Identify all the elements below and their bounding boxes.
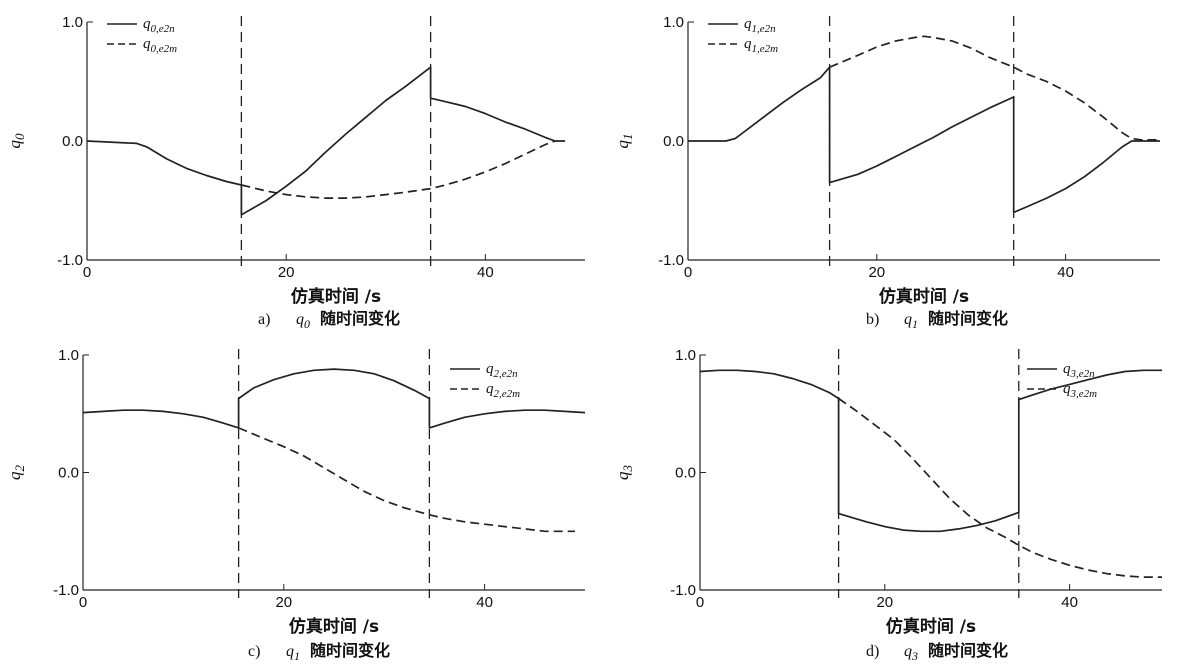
x-tick-label: 0 [79, 594, 87, 611]
y-tick-label: 1.0 [62, 14, 83, 31]
y-tick-label: 0.0 [663, 133, 684, 150]
x-axis-label: 仿真时间 /s [886, 616, 976, 637]
chart-q0: 1.0 0.0 -1.00 20 40 q0 仿真时间 /s a) q0 随时间变化 q0,e2nq… [5, 14, 585, 331]
chart-panel-a: 1.0 0.0 -1.0 0 20 40 q0 仿真时间 /s a) q0 随时间变化 q0,e2n q… [0, 0, 600, 334]
x-axis-label: 仿真时间 /s [289, 616, 379, 637]
x-tick-label: 0 [696, 594, 704, 611]
x-tick-label: 40 [1061, 594, 1078, 611]
figure-caption: b) q1 随时间变化 [866, 309, 1008, 331]
series-line-q1-e2n [688, 66, 1160, 214]
legend-label: q3,e2m [1063, 381, 1097, 400]
y-tick-label: 1.0 [663, 14, 684, 31]
caption-variable: q1 [904, 311, 918, 331]
x-tick-label: 0 [83, 264, 91, 281]
chart-q3: 1.0 0.0 -1.00 20 40 q3 仿真时间 /s d) q3 随时间变化 q3,e2nq… [613, 347, 1162, 663]
legend-label: q2,e2m [486, 381, 520, 400]
y-tick-label: -1.0 [53, 582, 79, 599]
caption-letter: b) [866, 311, 879, 328]
series-line-q0-e2m [241, 140, 556, 199]
caption-variable: q3 [904, 643, 918, 663]
caption-variable: q1 [286, 643, 300, 663]
x-tick-label: 40 [477, 264, 494, 281]
x-tick-label: 40 [476, 594, 493, 611]
caption-text: 随时间变化 [928, 309, 1008, 328]
chart-q2: 1.0 0.0 -1.00 20 40 q2 仿真时间 /s c) q1 随时间变化 q2,e2nq… [5, 347, 586, 663]
y-tick-label: -1.0 [670, 582, 696, 599]
legend-label: q0,e2n [143, 16, 175, 35]
legend-label: q0,e2m [143, 36, 177, 55]
y-tick-label: 0.0 [58, 465, 79, 482]
y-tick-label: -1.0 [658, 252, 684, 269]
chart-panel-d: 1.0 0.0 -1.0 0 20 40 q3 仿真时间 /s d) q3 随时间变化 q3,e2n q… [600, 334, 1200, 668]
x-tick-label: 20 [278, 264, 295, 281]
caption-text: 随时间变化 [310, 641, 390, 660]
caption-text: 随时间变化 [320, 309, 400, 328]
series-line-q1-e2m [829, 35, 1160, 141]
series-line-q3-e2n [699, 369, 1162, 533]
figure-caption: d) q3 随时间变化 [866, 641, 1008, 663]
y-axis-label: q1 [613, 134, 635, 149]
x-tick-label: 20 [876, 594, 893, 611]
legend-label: q3,e2n [1063, 361, 1095, 380]
y-tick-label: 1.0 [58, 347, 79, 364]
legend-label: q2,e2n [486, 361, 518, 380]
x-tick-label: 20 [868, 264, 885, 281]
caption-variable: q0 [296, 311, 310, 331]
legend-label: q1,e2m [744, 36, 778, 55]
y-axis-label: q0 [5, 133, 27, 149]
x-tick-label: 0 [684, 264, 692, 281]
caption-text: 随时间变化 [928, 641, 1008, 660]
x-tick-label: 20 [275, 594, 292, 611]
y-tick-label: 0.0 [62, 133, 83, 150]
x-axis-label: 仿真时间 /s [291, 286, 381, 307]
y-axis-label: q2 [5, 465, 27, 481]
y-tick-label: 0.0 [675, 465, 696, 482]
figure-caption: a) q0 随时间变化 [258, 309, 400, 331]
chart-q1: 1.0 0.0 -1.00 20 40 q1 仿真时间 /sb) q1 随时间变化 q1,e2nq… [613, 14, 1160, 331]
y-tick-label: -1.0 [57, 252, 83, 269]
x-tick-label: 40 [1057, 264, 1074, 281]
figure-caption: c) q1 随时间变化 [248, 641, 390, 663]
caption-letter: d) [866, 643, 879, 660]
series-line-q2-e2n [82, 368, 586, 429]
series-line-q0-e2n [86, 66, 566, 216]
y-tick-label: 1.0 [675, 347, 696, 364]
series-line-q2-e2m [238, 427, 575, 533]
chart-panel-c: 1.0 0.0 -1.0 0 20 40 q2 仿真时间 /s c) q1 随时间变化 q2,e2n q… [0, 334, 600, 668]
caption-letter: a) [258, 311, 270, 328]
caption-letter: c) [248, 643, 260, 660]
chart-panel-b: 1.0 0.0 -1.0 0 20 40 q1 仿真时间 /s b) q1 随时间变化 q1,e2n q… [600, 0, 1200, 334]
series-line-q3-e2m [838, 397, 1162, 578]
legend-label: q1,e2n [744, 16, 776, 35]
x-axis-label: 仿真时间 /s [879, 286, 969, 307]
y-axis-label: q3 [613, 465, 635, 481]
